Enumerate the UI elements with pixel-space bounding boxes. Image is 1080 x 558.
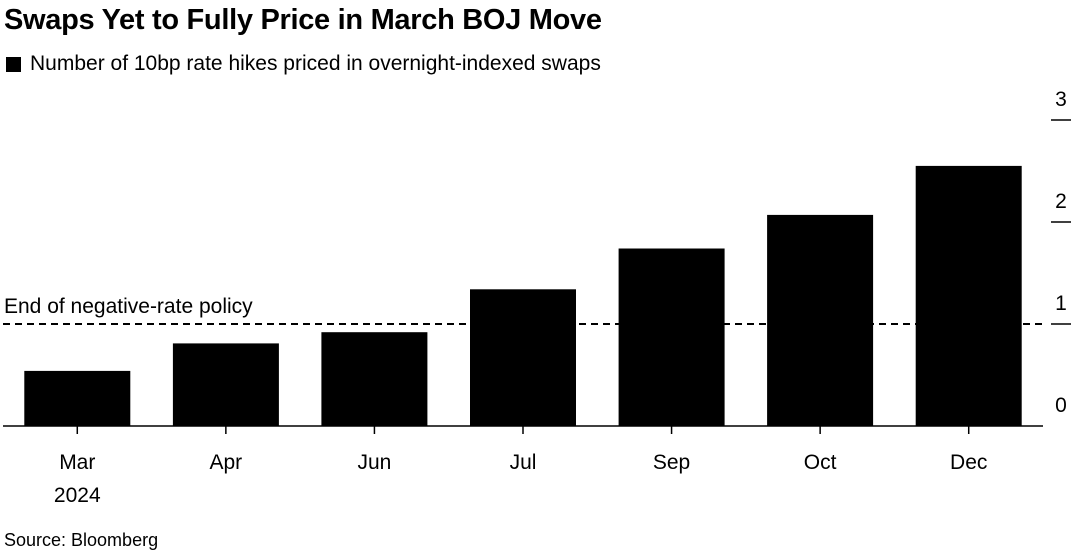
source-note: Source: Bloomberg (4, 530, 159, 550)
bar-jul (470, 289, 576, 426)
x-tick-label-jul: Jul (510, 451, 537, 474)
reference-line-label: End of negative-rate policy (4, 295, 253, 318)
x-tick-label-dec: Dec (950, 451, 987, 474)
x-tick-label-mar: Mar (59, 451, 95, 474)
y-tick-label-1: 1 (1055, 292, 1067, 315)
x-tick-label-jun: Jun (357, 451, 391, 474)
chart-legend: Number of 10bp rate hikes priced in over… (6, 52, 601, 76)
bar-apr (172, 343, 279, 426)
y-tick-label-0: 0 (1055, 394, 1067, 417)
bar-jun (321, 332, 428, 426)
legend-swatch (6, 56, 21, 72)
bar-oct (767, 214, 874, 426)
bar-mar (24, 370, 131, 426)
x-tick-sublabel: 2024 (54, 484, 101, 507)
x-tick-label-apr: Apr (210, 451, 243, 474)
bar-sep (618, 248, 725, 426)
y-tick-label-2: 2 (1055, 190, 1067, 213)
legend-label: Number of 10bp rate hikes priced in over… (30, 52, 601, 75)
bar-dec (915, 165, 1022, 426)
chart-title: Swaps Yet to Fully Price in March BOJ Mo… (4, 4, 602, 36)
x-tick-label-sep: Sep (653, 451, 690, 474)
x-tick-label-oct: Oct (804, 451, 837, 474)
y-tick-label-3: 3 (1055, 88, 1067, 111)
